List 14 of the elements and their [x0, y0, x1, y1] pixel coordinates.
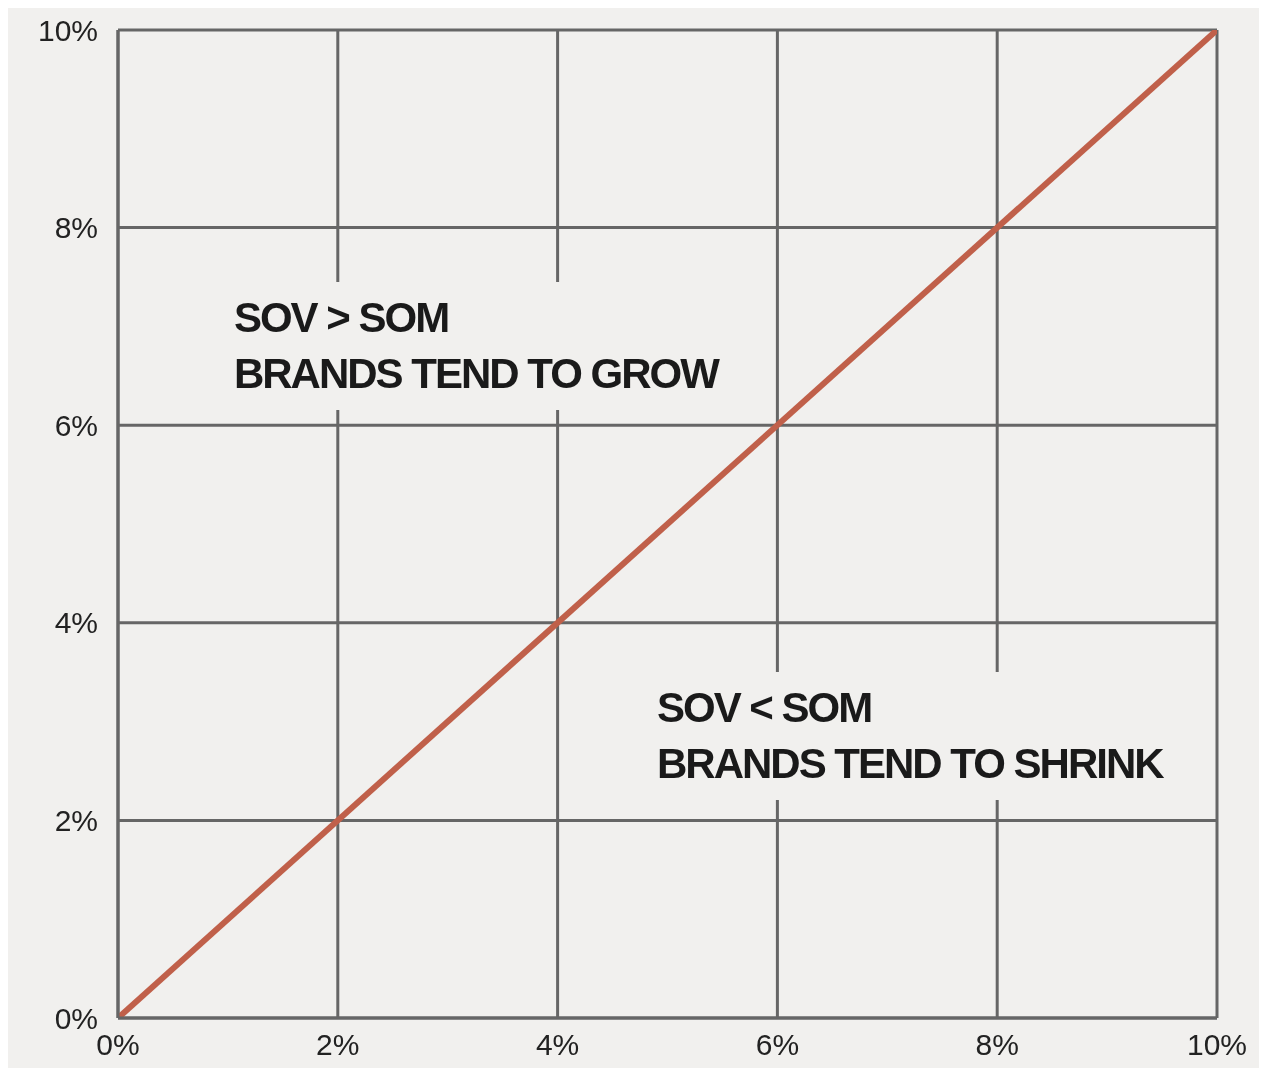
annotation: SOV > SOM BRANDS TEND TO GROW [227, 281, 724, 410]
y-tick-label: 10% [37, 13, 98, 47]
x-tick-label: 2% [316, 1028, 360, 1062]
y-tick-label: 2% [54, 804, 98, 838]
x-tick-label: 4% [535, 1028, 580, 1062]
x-tick-label: 0% [96, 1028, 140, 1062]
annotation: SOV < SOM BRANDS TEND TO SHRINK [651, 672, 1169, 801]
x-tick-label: 8% [975, 1028, 1019, 1062]
y-tick-label: 4% [54, 606, 98, 640]
x-tick-label: 6% [755, 1028, 800, 1062]
y-tick-label: 6% [54, 408, 98, 442]
y-tick-label: 0% [54, 1001, 98, 1035]
y-tick-label: 8% [54, 211, 98, 245]
x-tick-label: 10% [1186, 1028, 1248, 1062]
